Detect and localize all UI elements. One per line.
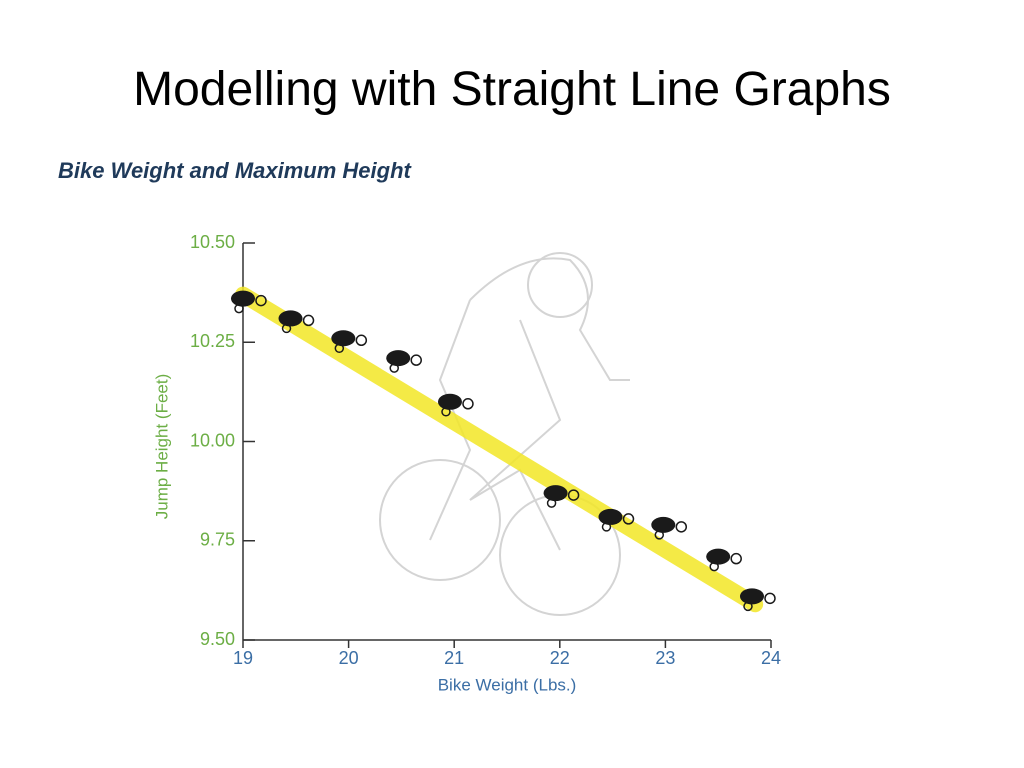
bike-wheel bbox=[730, 552, 742, 565]
bike-point bbox=[543, 485, 580, 508]
bike-wheel bbox=[567, 489, 580, 501]
bike-point bbox=[231, 290, 267, 314]
bike-wheel bbox=[764, 592, 776, 605]
bike-body bbox=[651, 516, 676, 533]
bike-wheel bbox=[462, 398, 474, 410]
x-tick-label: 21 bbox=[444, 648, 464, 668]
bike-wheel bbox=[334, 343, 345, 354]
y-tick-label: 10.00 bbox=[190, 430, 235, 450]
bike-wheel bbox=[601, 522, 612, 532]
cyclist-sketch bbox=[379, 252, 630, 616]
bike-body bbox=[437, 393, 462, 410]
bike-point bbox=[739, 588, 776, 612]
y-tick-label: 9.50 bbox=[200, 629, 235, 649]
bike-body bbox=[278, 310, 303, 327]
bike-wheel bbox=[675, 521, 688, 533]
slide-title: Modelling with Straight Line Graphs bbox=[133, 63, 891, 116]
chart-subtitle: Bike Weight and Maximum Height bbox=[58, 158, 411, 183]
bike-point bbox=[437, 393, 474, 417]
bike-body bbox=[706, 548, 731, 565]
x-axis-label: Bike Weight (Lbs.) bbox=[438, 675, 577, 694]
bike-wheel bbox=[743, 601, 753, 612]
bike-body bbox=[231, 290, 255, 307]
bike-body bbox=[739, 588, 764, 605]
bike-wheel bbox=[410, 354, 422, 366]
bike-body bbox=[386, 350, 411, 367]
x-tick-label: 19 bbox=[233, 648, 253, 668]
bike-point bbox=[278, 310, 315, 334]
bike-wheel bbox=[654, 530, 665, 540]
x-tick-label: 23 bbox=[655, 648, 675, 668]
bike-wheel bbox=[546, 498, 557, 508]
bike-body bbox=[598, 508, 623, 525]
y-tick-label: 9.75 bbox=[200, 530, 235, 550]
bike-point bbox=[331, 330, 368, 354]
bike-wheel bbox=[302, 314, 315, 327]
bike-wheel bbox=[389, 363, 399, 373]
bike-wheel bbox=[622, 513, 635, 525]
bike-point bbox=[386, 350, 422, 373]
bike-wheel bbox=[234, 303, 244, 314]
bike-body bbox=[331, 330, 356, 347]
bike-wheel bbox=[281, 323, 292, 334]
bike-point bbox=[598, 508, 635, 532]
y-tick-label: 10.25 bbox=[190, 331, 235, 351]
x-tick-label: 24 bbox=[761, 648, 781, 668]
bike-wheel bbox=[355, 334, 368, 347]
x-tick-label: 22 bbox=[550, 648, 570, 668]
bike-wheel bbox=[709, 561, 719, 572]
y-tick-label: 10.50 bbox=[190, 232, 235, 252]
y-axis-label: Jump Height (Feet) bbox=[152, 374, 171, 520]
bike-point bbox=[706, 548, 742, 572]
bike-wheel bbox=[441, 407, 451, 417]
trend-line bbox=[235, 286, 764, 613]
bike-wheel bbox=[255, 294, 267, 307]
bike-point bbox=[651, 516, 688, 540]
x-tick-label: 20 bbox=[339, 648, 359, 668]
bike-body bbox=[543, 485, 568, 502]
